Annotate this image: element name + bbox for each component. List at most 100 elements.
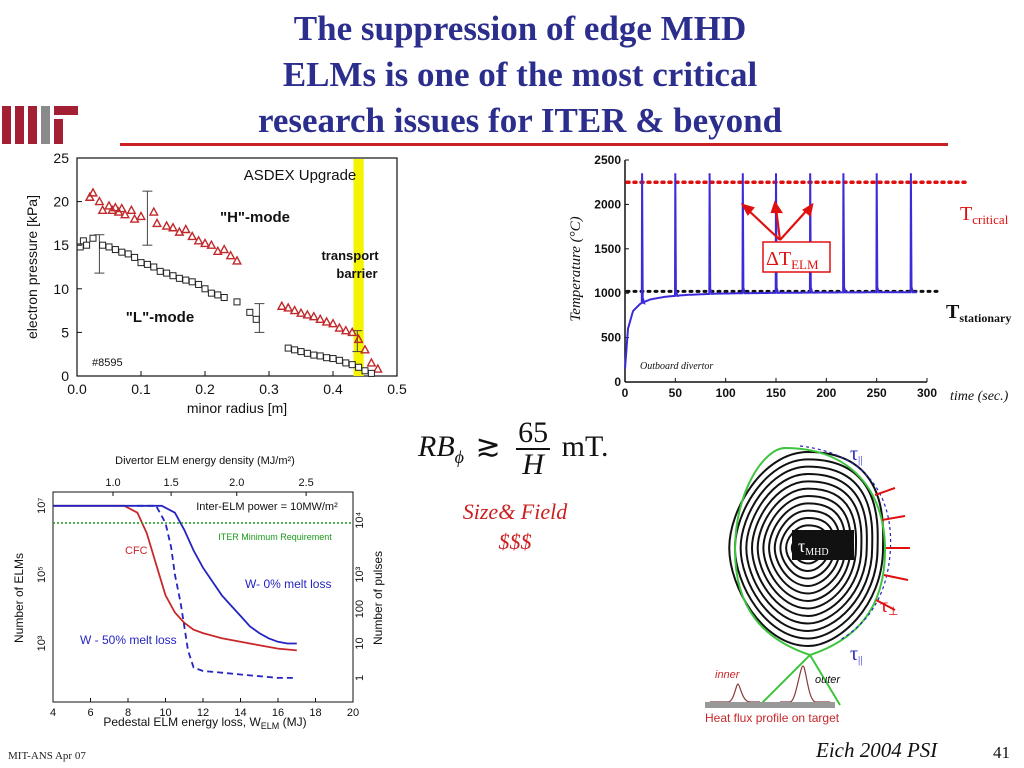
h-mode-point	[107, 204, 118, 215]
h-mode-point	[104, 200, 114, 210]
y-tick-label: 500	[601, 331, 621, 345]
h-mode-point	[360, 344, 370, 354]
right-tick-label: 10	[354, 637, 366, 649]
x-tick-label: 200	[816, 386, 836, 400]
top-tick-label: 1.0	[105, 477, 120, 489]
transport-barrier-band	[353, 159, 364, 376]
separatrix	[733, 447, 887, 706]
l-mode-point	[291, 346, 299, 354]
top-tick-label: 2.5	[298, 477, 313, 489]
x-axis-label: Pedestal ELM energy loss, WELM (MJ)	[103, 715, 306, 731]
l-mode-point	[175, 274, 183, 282]
h-mode-point	[193, 235, 204, 245]
h-mode-point	[88, 187, 98, 197]
y-tick-label: 0	[614, 375, 621, 389]
heat-flux-arrows	[874, 487, 910, 611]
t-stationary-label: Tstationary	[946, 301, 1011, 325]
h-mode-point	[347, 326, 358, 337]
l-mode-point	[355, 363, 363, 371]
l-mode-point	[118, 248, 126, 256]
outer-heat-flux-profile	[780, 665, 830, 703]
error-bar	[142, 190, 153, 246]
title-line: ELMs is one of the most critical	[282, 55, 758, 94]
h-mode-point	[308, 311, 319, 321]
scaling-equation: RBϕ ≳ 65 H mT.	[418, 418, 609, 480]
outer-label: outer	[815, 674, 841, 686]
title-underline	[120, 143, 948, 146]
x-tick-label: 20	[347, 707, 359, 719]
l-mode-point	[89, 234, 97, 242]
iter-requirement-label: ITER Minimum Requirement	[218, 532, 332, 542]
h-mode-point	[84, 191, 95, 201]
equation-unit: mT.	[561, 429, 609, 463]
t-critical-label: Tcritical	[960, 203, 1009, 227]
x-tick-label: 100	[716, 386, 736, 400]
x-tick-label: 50	[669, 386, 683, 400]
y-axis-label: Temperature (°C)	[568, 216, 584, 321]
h-mode-point	[212, 245, 223, 256]
h-mode-point	[225, 250, 236, 260]
x-tick-label: 250	[867, 386, 887, 400]
l-mode-point	[297, 348, 305, 356]
h-mode-point	[296, 307, 306, 317]
h-mode-point	[283, 302, 294, 312]
h-mode-point	[321, 316, 332, 326]
x-tick-label: 150	[766, 386, 786, 400]
inner-heat-flux-profile	[710, 683, 760, 703]
page-number: 41	[993, 743, 1010, 762]
right-tick-label: 10⁴	[354, 511, 366, 528]
l-mode-point	[105, 243, 113, 251]
size-field-note: Size& Field $$$	[430, 497, 600, 557]
equation-lhs: RB	[418, 429, 455, 463]
h-mode-point	[136, 210, 146, 221]
l-mode-point	[201, 285, 209, 293]
flux-surface	[756, 487, 858, 610]
l-mode-point	[284, 344, 292, 352]
l-mode-point	[137, 259, 145, 267]
x-tick-label: 10	[159, 707, 171, 719]
title-line: research issues for ITER & beyond	[257, 101, 783, 140]
x-tick-label: 0.4	[323, 381, 343, 397]
tau-parallel-top: τ||	[850, 443, 862, 466]
h-mode-point	[126, 204, 137, 215]
l-mode-point	[303, 349, 311, 357]
flux-surface	[733, 458, 879, 640]
barrier-label: barrier	[336, 266, 377, 281]
h-mode-point	[161, 220, 172, 230]
l-mode-point	[99, 241, 107, 249]
left-tick-label: 10³	[36, 635, 48, 651]
h-mode-point	[315, 313, 326, 324]
delta-t-label: ΔTELM	[766, 248, 819, 272]
l-mode-point	[252, 315, 260, 323]
size-field-line: Size& Field	[462, 499, 568, 524]
flux-surface	[739, 465, 874, 633]
l-mode-point	[233, 298, 241, 306]
l-mode-point	[188, 278, 196, 286]
x-tick-label: 14	[234, 707, 246, 719]
h-mode-point	[187, 231, 198, 241]
y-tick-label: 15	[53, 237, 69, 253]
h-mode-label: "H"-mode	[220, 209, 290, 226]
flux-surface	[728, 450, 885, 648]
top-tick-label: 1.5	[163, 477, 178, 489]
equation-denominator: H	[522, 448, 544, 481]
h-mode-point	[116, 203, 127, 213]
temperature-series	[624, 173, 917, 369]
x-tick-label: 8	[125, 707, 131, 719]
plot-frame	[76, 157, 398, 377]
tau-mhd-label: τMHD	[798, 536, 829, 558]
x-tick-label: 0.1	[131, 381, 151, 397]
cfc-label: CFC	[125, 545, 148, 557]
plot-frame	[52, 491, 354, 703]
h-mode-point	[340, 325, 351, 335]
x-axis-label: minor radius [m]	[187, 400, 287, 416]
y-tick-label: 2500	[594, 153, 621, 167]
h-mode-point	[174, 226, 185, 236]
footer-note: MIT-ANS Apr 07	[8, 750, 86, 762]
l-mode-point	[169, 272, 177, 280]
l-mode-point	[220, 294, 228, 302]
h-mode-point	[180, 224, 191, 234]
elm-energy-chart: 4 6 8 10 12 14 16 18 20 1.0 1.5 2.0 2.5 10⁷ 10⁵ 10³ 10⁴ 1…	[12, 455, 385, 731]
h-mode-point	[232, 255, 242, 265]
tau-mhd-box	[792, 530, 854, 560]
